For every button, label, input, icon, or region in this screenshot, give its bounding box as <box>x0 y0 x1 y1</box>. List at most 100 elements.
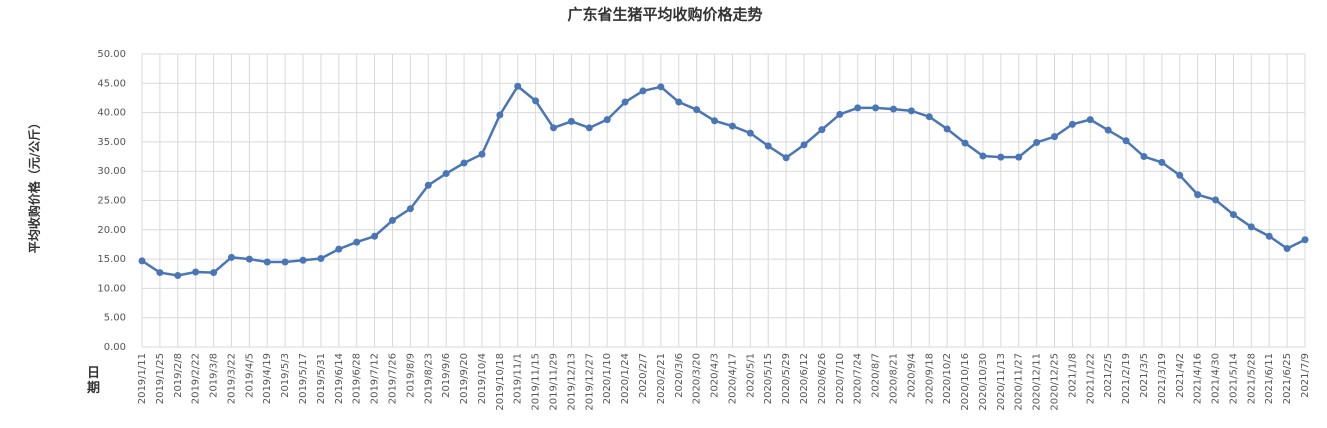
point <box>567 117 575 125</box>
y-tick-label: 25.00 <box>97 196 126 207</box>
y-tick-label: 20.00 <box>97 225 126 236</box>
x-tick-label: 2020/3/20 <box>692 353 703 404</box>
x-tick-label: 2020/4/3 <box>710 353 721 398</box>
y-tick-label: 0.00 <box>104 342 126 353</box>
x-tick-label: 2021/1/22 <box>1085 353 1096 404</box>
point <box>174 272 182 280</box>
point <box>478 150 486 158</box>
point <box>1158 158 1166 166</box>
x-tick-label: 2020/6/26 <box>817 353 828 404</box>
x-tick-label: 2020/11/13 <box>996 353 1007 411</box>
x-tick-label: 2020/5/15 <box>763 353 774 404</box>
point <box>1015 153 1023 161</box>
x-tick-label: 2019/8/9 <box>405 353 416 398</box>
x-tick-label: 2021/5/28 <box>1246 353 1257 404</box>
point <box>907 107 915 115</box>
x-tick-label: 2019/9/20 <box>459 353 470 404</box>
point <box>550 124 558 132</box>
x-tick-label: 2020/10/16 <box>960 353 971 411</box>
x-tick-label: 2019/5/31 <box>316 353 327 404</box>
x-tick-label: 2019/2/22 <box>191 353 202 404</box>
y-axis-label: 平均收购价格（元/公斤） <box>27 117 42 253</box>
point <box>1176 171 1184 179</box>
point <box>1140 153 1148 161</box>
x-tick-label: 2020/5/29 <box>781 353 792 404</box>
point <box>639 87 647 95</box>
x-tick-label: 2020/8/21 <box>888 353 899 404</box>
x-tick-label: 2020/3/6 <box>674 353 685 398</box>
x-axis-label: 日期 <box>87 366 101 396</box>
point <box>764 142 772 150</box>
x-tick-label: 2020/6/12 <box>799 353 810 404</box>
point <box>1283 245 1291 253</box>
point <box>693 106 701 114</box>
point <box>460 159 468 167</box>
x-tick-label: 2019/5/17 <box>298 353 309 404</box>
point <box>711 117 719 125</box>
x-tick-label: 2020/5/1 <box>745 353 756 398</box>
point <box>800 141 808 149</box>
point <box>1212 196 1220 204</box>
x-tick-label: 2019/3/8 <box>209 353 220 398</box>
x-tick-label: 2021/3/19 <box>1157 353 1168 404</box>
y-tick-label: 10.00 <box>97 283 126 294</box>
x-tick-label: 2020/2/21 <box>656 353 667 404</box>
x-tick-label: 2019/10/4 <box>477 353 488 404</box>
point <box>1051 133 1059 141</box>
line <box>141 84 1306 277</box>
x-tick-label: 2019/7/12 <box>370 353 381 404</box>
point <box>1229 211 1237 219</box>
x-tick-label: 2021/3/5 <box>1139 353 1150 398</box>
x-tick-label: 2019/9/6 <box>441 353 452 398</box>
point <box>854 104 862 112</box>
point <box>353 238 361 246</box>
x-tick-label: 2019/1/11 <box>137 353 148 404</box>
x-tick-label: 2021/1/8 <box>1067 353 1078 398</box>
point <box>532 97 540 105</box>
x-tick-label: 2021/4/2 <box>1175 353 1186 398</box>
x-tick-label: 2019/2/8 <box>173 353 184 398</box>
point <box>1033 138 1041 146</box>
x-tick-label: 2020/8/7 <box>871 353 882 398</box>
point <box>836 110 844 118</box>
point <box>585 124 593 132</box>
point <box>1104 126 1112 134</box>
point <box>818 126 826 134</box>
point <box>943 125 951 133</box>
point <box>979 152 987 160</box>
y-tick-label: 50.00 <box>97 49 126 60</box>
x-tick-label: 2019/11/29 <box>549 353 560 411</box>
y-tick-label: 5.00 <box>104 313 126 324</box>
point <box>1068 120 1076 128</box>
point <box>1247 223 1255 231</box>
x-tick-label: 2019/8/23 <box>423 353 434 404</box>
x-tick-label: 2020/4/17 <box>727 353 738 404</box>
y-tick-label: 15.00 <box>97 254 126 265</box>
x-tick-label: 2020/11/27 <box>1014 353 1025 411</box>
y-tick-label: 35.00 <box>97 137 126 148</box>
point <box>317 255 325 263</box>
point <box>1086 116 1094 124</box>
point <box>1301 236 1309 244</box>
point <box>1122 137 1130 145</box>
x-tick-label: 2021/6/11 <box>1264 353 1275 404</box>
x-tick-label: 2021/4/30 <box>1211 353 1222 404</box>
x-tick-label: 2020/12/25 <box>1050 353 1061 411</box>
x-tick-label: 2019/12/27 <box>584 353 595 411</box>
x-tick-label: 2019/11/1 <box>513 353 524 404</box>
point <box>210 269 218 277</box>
point <box>388 216 396 224</box>
point <box>889 105 897 113</box>
x-tick-label: 2020/1/24 <box>620 353 631 404</box>
point <box>782 154 790 162</box>
x-tick-label: 2020/1/10 <box>602 353 613 404</box>
point <box>371 232 379 240</box>
y-tick-label: 40.00 <box>97 108 126 119</box>
point <box>156 269 164 277</box>
x-tick-label: 2021/2/5 <box>1103 353 1114 398</box>
x-tick-label: 2020/2/7 <box>638 353 649 398</box>
x-tick-label: 2021/5/14 <box>1228 353 1239 404</box>
point <box>335 245 343 253</box>
point <box>281 258 289 266</box>
